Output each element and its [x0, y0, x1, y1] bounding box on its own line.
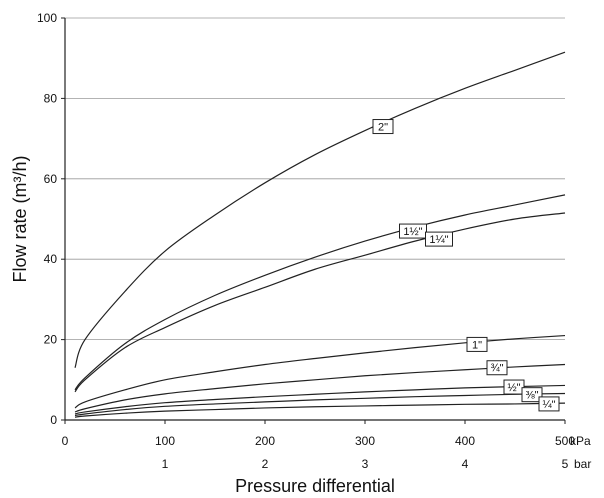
x-tick-label-bar: 5 — [562, 457, 569, 471]
series-label-box — [466, 336, 488, 352]
series-label-text: ¾" — [490, 363, 503, 375]
series-label-box — [503, 379, 525, 395]
series-label-3: 1" — [466, 336, 488, 352]
x-unit-kpa: kPa — [570, 434, 591, 448]
series-label-4: ¾" — [486, 360, 508, 376]
series-label-0: 2" — [372, 119, 394, 135]
x-tick-label-kpa: 400 — [455, 434, 475, 448]
series-label-text: 1" — [472, 339, 482, 351]
series-line-2 — [74, 212, 566, 393]
y-tick-label: 60 — [44, 172, 58, 186]
x-tick-label-kpa: 300 — [355, 434, 375, 448]
series-label-text: ½" — [507, 382, 520, 394]
series-label-text: 1¼" — [429, 234, 448, 246]
series-label-text: 1½" — [403, 226, 422, 238]
y-tick-label: 20 — [44, 333, 58, 347]
gridlines — [65, 17, 565, 341]
series-label-box — [372, 119, 394, 135]
series-label-7: ¼" — [538, 396, 560, 412]
series-label-6: ⅜" — [521, 387, 543, 403]
y-tick-label: 40 — [44, 252, 58, 266]
series-label-box — [486, 360, 508, 376]
series-label-1: 1½" — [399, 223, 427, 239]
y-tick-label: 100 — [37, 11, 57, 25]
x-tick-label-bar: 4 — [462, 457, 469, 471]
series-label-2: 1¼" — [425, 231, 453, 247]
x-tick-label-bar: 3 — [362, 457, 369, 471]
y-tick-labels: 0 20 40 60 80 100 — [37, 11, 65, 427]
series-label-5: ½" — [503, 379, 525, 395]
x-tick-label-kpa: 100 — [155, 434, 175, 448]
series-label-text: 2" — [378, 122, 388, 134]
series-line-4 — [74, 363, 566, 413]
x-unit-bar: bar — [574, 457, 591, 471]
y-axis-title: Flow rate (m³/h) — [10, 155, 30, 282]
series-labels: 2" 1½" 1¼" 1" ¾" ½" ⅜" ¼" — [372, 119, 560, 412]
series-line-0 — [74, 51, 566, 368]
x-tick-label-kpa: 0 — [62, 434, 69, 448]
series-label-box — [425, 231, 453, 247]
x-tick-label-kpa: 200 — [255, 434, 275, 448]
series-label-box — [521, 387, 543, 403]
x-axis-title: Pressure differential — [235, 476, 395, 496]
series-label-text: ¼" — [542, 399, 555, 411]
y-tick-label: 80 — [44, 91, 58, 105]
series-line-6 — [74, 392, 566, 417]
x-tick-label-bar: 1 — [162, 457, 169, 471]
x-tick-label-kpa: 500 — [555, 434, 575, 448]
series-label-text: ⅜" — [525, 390, 538, 402]
series-line-1 — [74, 194, 566, 391]
series-line-5 — [74, 384, 566, 415]
series-label-box — [399, 223, 427, 239]
y-tick-label: 0 — [50, 413, 57, 427]
series-line-7 — [74, 402, 566, 418]
x-tick-label-bar: 2 — [262, 457, 269, 471]
series-label-box — [538, 396, 560, 412]
x-tick-labels: 0 100 200 300 400 500 1 2 3 4 5 — [62, 420, 575, 471]
